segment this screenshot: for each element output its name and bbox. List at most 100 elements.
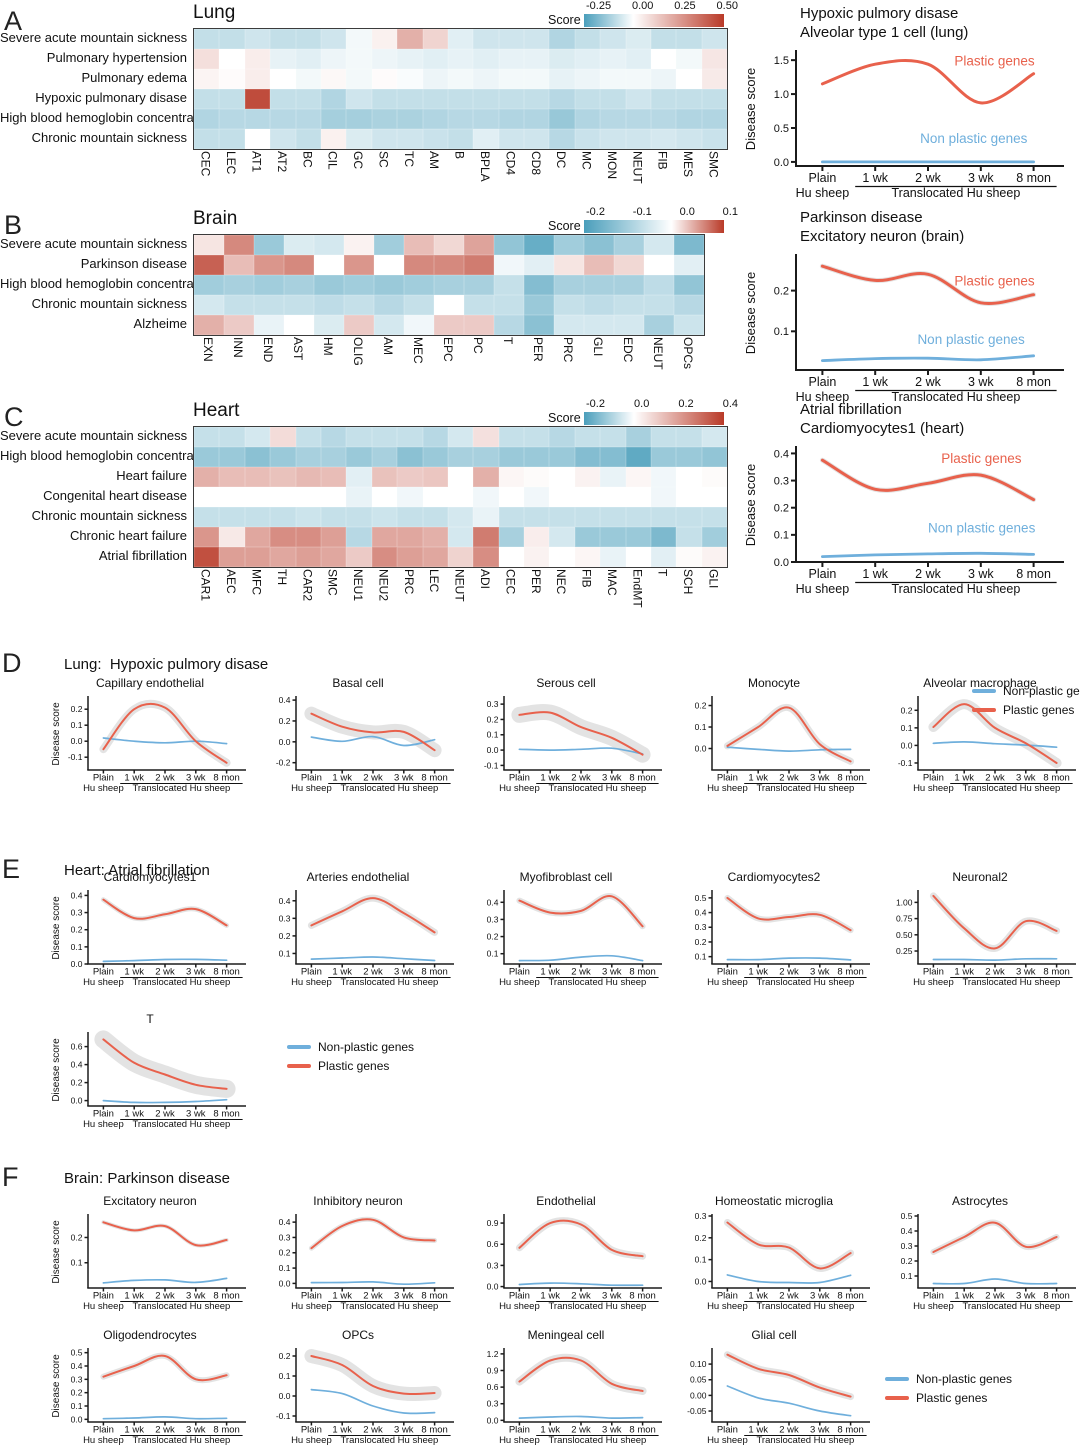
heatmap-cell: [194, 29, 220, 49]
x-tick-label: 1 wk: [540, 967, 560, 978]
heatmap-cell: [614, 315, 644, 335]
y-tick-label: 0.4: [695, 908, 707, 918]
plot-canvas: 0.0 0.1 0.2 0.3 0.4 0.5 Plain 1 wk 2 wk 3 wk 8 mon…: [51, 1348, 246, 1446]
heatmap-cell: [651, 129, 677, 149]
heatmap-row-label: Alzheime: [133, 316, 187, 331]
heatmap-col-label: HM: [313, 337, 343, 389]
heatmap-cell: [397, 447, 423, 467]
x-tick-label: 2 wk: [779, 967, 799, 978]
heatmap-cell: [219, 49, 245, 69]
non-plastic-line: [102, 1416, 228, 1420]
x-tick-label: 3 wk: [186, 967, 206, 978]
heatmap-cell: [625, 447, 652, 467]
heatmap-cell: [464, 295, 494, 315]
y-tick-label: 0.2: [279, 1351, 291, 1361]
heatmap-cell: [473, 69, 499, 89]
x-group-first: Hu sheep: [707, 977, 748, 988]
x-tick-label: Plain: [509, 773, 530, 784]
lineplot-e-4: Cardiomyocytes2 0.1 0.2 0.3 0.4 0.5 Plain 1 wk 2…: [674, 870, 874, 1002]
heatmap-cell: [651, 69, 677, 89]
heatmap-cell: [224, 315, 254, 335]
x-tick-label: Plain: [717, 1425, 738, 1436]
y-tick-label: 0.1: [901, 1271, 913, 1281]
heatmap-cell: [254, 315, 284, 335]
heatmap-cell: [371, 427, 398, 447]
plot-canvas: -0.1 0.0 0.1 0.2 0.3 Plain 1 wk 2 wk 3 wk 8 mon Hu…: [484, 696, 662, 794]
color-scale-bar: [583, 219, 724, 233]
heatmap-title: Heart: [193, 400, 240, 421]
heatmap-cell: [194, 295, 224, 315]
confidence-band: [100, 1352, 230, 1384]
heatmap-grid: [193, 28, 729, 150]
y-tick-label: 0.2: [279, 931, 291, 941]
x-tick-label: 8 mon: [837, 967, 863, 978]
x-tick-label: Plain: [509, 967, 530, 978]
y-tick-label: 0.3: [695, 922, 707, 932]
x-tick-label: Plain: [301, 1291, 322, 1302]
panel-f-title: Brain: Parkinson disease: [64, 1170, 230, 1187]
heatmap-cell: [270, 527, 296, 547]
x-tick-label: 2 wk: [985, 967, 1005, 978]
non-plastic-line: [932, 1278, 1058, 1285]
plot-title: Homeostatic microglia: [714, 1194, 834, 1208]
x-group-first: Hu sheep: [499, 783, 540, 794]
confidence-band: [515, 1353, 647, 1395]
heatmap-cell: [524, 527, 550, 547]
heatmap-cell: [498, 507, 525, 527]
x-group-label: Translocated Hu sheep: [756, 1435, 854, 1446]
plot-canvas: 0.1 0.2 Plain 1 wk 2 wk 3 wk 8 mon Hu sheep Tran…: [51, 1214, 246, 1312]
y-tick-label: 0.1: [774, 326, 789, 338]
color-scale-bar: [583, 13, 724, 27]
heatmap-cell: [320, 467, 347, 487]
x-tick-label: 3 wk: [810, 773, 830, 784]
heatmap-cell: [549, 447, 575, 467]
heatmap-cell: [473, 447, 499, 467]
heatmap-cell: [422, 89, 448, 109]
heatmap-cell: [473, 547, 499, 567]
heatmap-col-label-text: CAR1: [198, 569, 213, 602]
heatmap-cell: [295, 507, 321, 527]
lineplot-f-2: Inhibitory neuron 0.0 0.1 0.2 0.3 0.4 Plain 1 w…: [258, 1194, 458, 1326]
heatmap-col-label: DC: [548, 151, 573, 203]
heatmap-col-label-text: DC: [554, 151, 569, 169]
x-group-first: Hu sheep: [291, 1435, 332, 1446]
y-tick-label: 0.4: [774, 448, 789, 460]
x-tick-label: 2 wk: [571, 1291, 591, 1302]
heatmap-col-label-text: LEC: [224, 151, 239, 175]
heatmap-col-label: SMC: [701, 151, 726, 203]
heatmap-cell: [397, 507, 423, 527]
x-group-first: Hu sheep: [796, 582, 850, 596]
heatmap-cell: [397, 29, 423, 49]
non-plastic-line: [518, 1282, 644, 1287]
heatmap-cell: [549, 527, 575, 547]
plastic-line: [820, 264, 1036, 305]
y-tick-label: 0.4: [487, 897, 499, 907]
heatmap-cell: [600, 487, 626, 507]
heatmap-col-label: MON: [599, 151, 624, 203]
heatmap-cell: [473, 129, 499, 149]
lineplot-f-9: Glial cell -0.05 0.00 0.05 0.10 Plain 1 wk 2 wk…: [674, 1328, 874, 1454]
plot-title-line: Alveolar type 1 cell (lung): [800, 24, 969, 41]
heatmap-cell: [295, 29, 321, 49]
heatmap-cell: [574, 487, 601, 507]
x-tick-label: 1 wk: [124, 967, 144, 978]
heatmap-col-label-text: CD4: [503, 151, 518, 176]
x-tick-label: 8 mon: [421, 1425, 447, 1436]
heatmap-cell: [524, 49, 550, 69]
heatmap-cell: [219, 109, 245, 129]
y-tick-label: 0.1: [279, 1371, 291, 1381]
y-axis-label: Disease score: [51, 896, 62, 960]
heatmap-cell: [346, 49, 372, 69]
heatmap-cell: [344, 295, 374, 315]
heatmap-cell: [625, 89, 652, 109]
heatmap-cell: [270, 427, 296, 447]
heatmap-cell: [584, 235, 614, 255]
y-tick-label: 0.2: [487, 932, 499, 942]
x-tick-label: 8 mon: [837, 1291, 863, 1302]
color-scale-legend: -0.25 0.00 0.25 0.50 Score: [548, 0, 758, 27]
heatmap-cell: [194, 527, 220, 547]
x-tick-label: 3 wk: [1016, 967, 1036, 978]
legend-row: Plastic genes: [287, 1059, 414, 1073]
x-group-label: Translocated Hu sheep: [962, 783, 1060, 794]
heatmap-cell: [371, 527, 398, 547]
